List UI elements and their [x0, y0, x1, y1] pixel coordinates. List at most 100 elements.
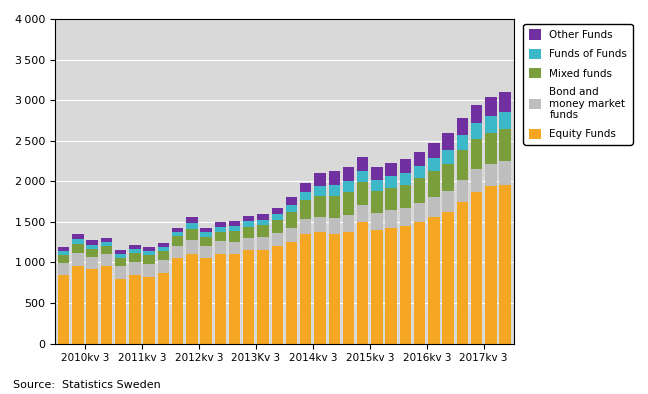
Bar	[172, 227, 183, 232]
Bar	[86, 240, 98, 245]
Bar	[272, 208, 283, 214]
Bar	[115, 258, 126, 266]
Bar	[428, 217, 439, 344]
Bar	[257, 214, 269, 220]
Bar	[386, 188, 397, 210]
Bar	[343, 167, 354, 181]
Bar	[485, 186, 496, 344]
Bar	[157, 247, 169, 251]
Bar	[357, 222, 369, 344]
Bar	[386, 177, 397, 188]
Bar	[314, 232, 326, 344]
Bar	[386, 227, 397, 344]
Bar	[257, 225, 269, 237]
Bar	[186, 223, 198, 229]
Bar	[186, 254, 198, 344]
Bar	[471, 192, 482, 344]
Bar	[86, 245, 98, 249]
Bar	[186, 240, 198, 254]
Bar	[329, 234, 340, 344]
Bar	[272, 246, 283, 344]
Bar	[257, 237, 269, 250]
Text: Source:  Statistics Sweden: Source: Statistics Sweden	[13, 380, 161, 390]
Bar	[400, 159, 411, 173]
Bar	[257, 220, 269, 225]
Bar	[58, 255, 69, 263]
Bar	[314, 173, 326, 186]
Bar	[143, 264, 155, 277]
Bar	[229, 242, 240, 254]
Bar	[129, 245, 141, 249]
Bar	[115, 266, 126, 279]
Bar	[386, 163, 397, 177]
Bar	[172, 232, 183, 236]
Bar	[300, 183, 312, 192]
Bar	[272, 220, 283, 233]
Bar	[286, 212, 297, 227]
Bar	[471, 105, 482, 123]
Bar	[243, 250, 255, 344]
Bar	[300, 200, 312, 219]
Bar	[272, 233, 283, 246]
Bar	[314, 217, 326, 232]
Bar	[214, 222, 226, 227]
Bar	[214, 232, 226, 241]
Bar	[286, 197, 297, 205]
Bar	[428, 158, 439, 171]
Bar	[428, 197, 439, 217]
Bar	[243, 227, 255, 238]
Bar	[400, 208, 411, 226]
Bar	[243, 221, 255, 227]
Bar	[400, 173, 411, 185]
Bar	[500, 129, 511, 162]
Bar	[129, 249, 141, 253]
Bar	[100, 254, 112, 266]
Bar	[329, 185, 340, 196]
Bar	[200, 246, 212, 258]
Bar	[457, 151, 468, 180]
Bar	[400, 226, 411, 344]
Bar	[214, 254, 226, 344]
Bar	[357, 205, 369, 222]
Bar	[414, 178, 425, 203]
Bar	[314, 186, 326, 196]
Bar	[300, 192, 312, 200]
Bar	[414, 166, 425, 178]
Bar	[100, 266, 112, 344]
Bar	[129, 275, 141, 344]
Bar	[400, 185, 411, 208]
Bar	[428, 143, 439, 158]
Bar	[72, 244, 84, 253]
Bar	[200, 228, 212, 232]
Bar	[86, 257, 98, 269]
Bar	[300, 234, 312, 344]
Bar	[186, 229, 198, 240]
Bar	[443, 134, 454, 150]
Bar	[58, 263, 69, 275]
Bar	[157, 251, 169, 260]
Bar	[329, 196, 340, 218]
Bar	[200, 237, 212, 246]
Bar	[229, 221, 240, 226]
Bar	[428, 171, 439, 197]
Bar	[343, 181, 354, 192]
Bar	[314, 196, 326, 217]
Bar	[72, 253, 84, 266]
Bar	[485, 116, 496, 133]
Bar	[286, 242, 297, 344]
Bar	[143, 277, 155, 344]
Bar	[257, 250, 269, 344]
Bar	[172, 236, 183, 246]
Bar	[371, 167, 382, 180]
Bar	[357, 182, 369, 205]
Bar	[485, 133, 496, 164]
Bar	[286, 205, 297, 212]
Bar	[357, 157, 369, 171]
Legend: Other Funds, Funds of Funds, Mixed funds, Bond and
money market
funds, Equity Fu: Other Funds, Funds of Funds, Mixed funds…	[524, 24, 632, 145]
Bar	[58, 247, 69, 251]
Bar	[457, 202, 468, 344]
Bar	[343, 192, 354, 216]
Bar	[86, 249, 98, 257]
Bar	[329, 171, 340, 185]
Bar	[386, 210, 397, 227]
